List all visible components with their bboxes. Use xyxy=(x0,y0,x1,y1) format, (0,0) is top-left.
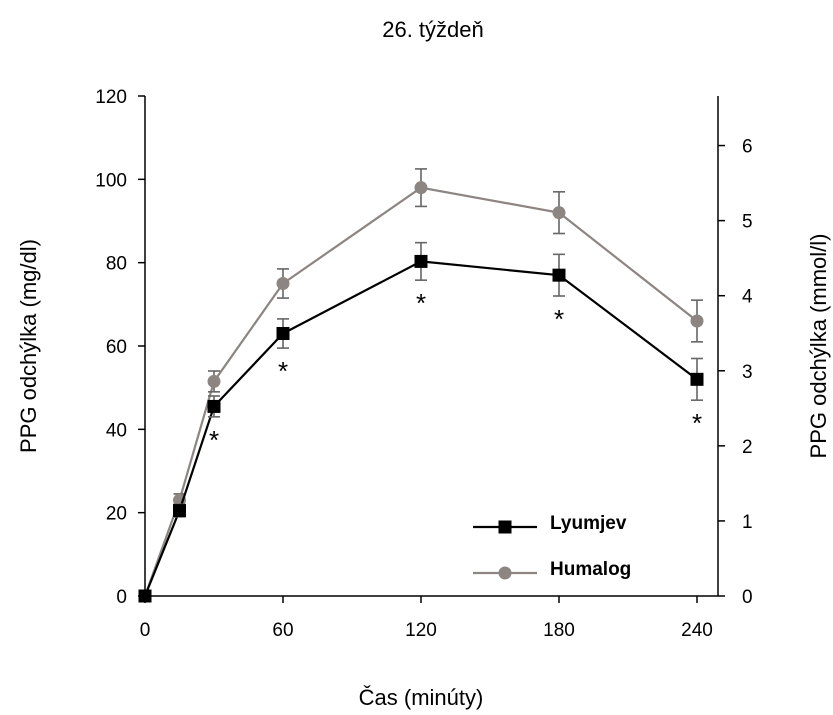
significance-star: * xyxy=(554,304,564,334)
significance-star: * xyxy=(209,425,219,455)
data-point-humalog xyxy=(414,181,428,195)
x-tick-label: 180 xyxy=(543,620,575,641)
data-point-lyumjev xyxy=(276,327,290,340)
data-point-humalog xyxy=(207,374,221,388)
data-point-humalog xyxy=(276,277,290,290)
series-humalog xyxy=(138,168,704,603)
data-point-lyumjev xyxy=(414,254,428,268)
y-right-tick-label: 4 xyxy=(742,287,753,308)
y-tick-label: 60 xyxy=(106,337,127,358)
significance-star: * xyxy=(278,356,288,386)
y-right-tick-label: 2 xyxy=(742,437,753,458)
y-tick-label: 20 xyxy=(106,504,127,525)
y-right-tick-label: 5 xyxy=(742,212,753,233)
legend: Lyumjev Humalog xyxy=(473,513,631,580)
data-point-lyumjev xyxy=(207,399,221,413)
data-point-lyumjev xyxy=(552,268,566,282)
y-tick-label: 80 xyxy=(106,254,127,275)
legend-marker-lyumjev xyxy=(498,520,512,534)
legend-label-humalog: Humalog xyxy=(550,559,631,580)
y-right-tick-label: 6 xyxy=(742,137,753,158)
chart-title: 26. týždeň xyxy=(382,17,484,42)
significance-star: * xyxy=(692,408,702,438)
y-right-tick-label: 1 xyxy=(742,512,753,533)
significance-markers: * * * * * xyxy=(209,288,702,455)
x-tick-label: 120 xyxy=(405,620,437,641)
significance-star: * xyxy=(416,288,426,318)
series-layer xyxy=(138,168,704,603)
data-point-lyumjev xyxy=(173,504,186,518)
x-axis-title: Čas (minúty) xyxy=(359,685,484,710)
legend-marker-humalog xyxy=(498,566,512,580)
y-right-tick-label: 3 xyxy=(742,362,753,383)
x-tick-label: 240 xyxy=(681,620,713,641)
y-right-tick-label: 0 xyxy=(742,587,753,608)
data-point-lyumjev xyxy=(138,589,152,603)
legend-item-humalog: Humalog xyxy=(473,559,631,580)
y-axis-right-title: PPG odchýlka (mmol/l) xyxy=(806,234,831,459)
y-axis-title: PPG odchýlka (mg/dl) xyxy=(16,239,41,453)
y-tick-label: 100 xyxy=(95,170,127,191)
legend-label-lyumjev: Lyumjev xyxy=(550,513,627,534)
data-point-lyumjev xyxy=(690,372,704,386)
x-tick-label: 0 xyxy=(140,620,151,641)
y-tick-label: 0 xyxy=(116,587,127,608)
x-tick-label: 60 xyxy=(272,620,293,641)
data-point-humalog xyxy=(552,206,566,220)
data-point-humalog xyxy=(690,314,704,328)
y-tick-label: 120 xyxy=(95,87,127,108)
series-lyumjev xyxy=(138,241,704,603)
legend-item-lyumjev: Lyumjev xyxy=(473,513,627,534)
y-tick-label: 40 xyxy=(106,420,127,441)
